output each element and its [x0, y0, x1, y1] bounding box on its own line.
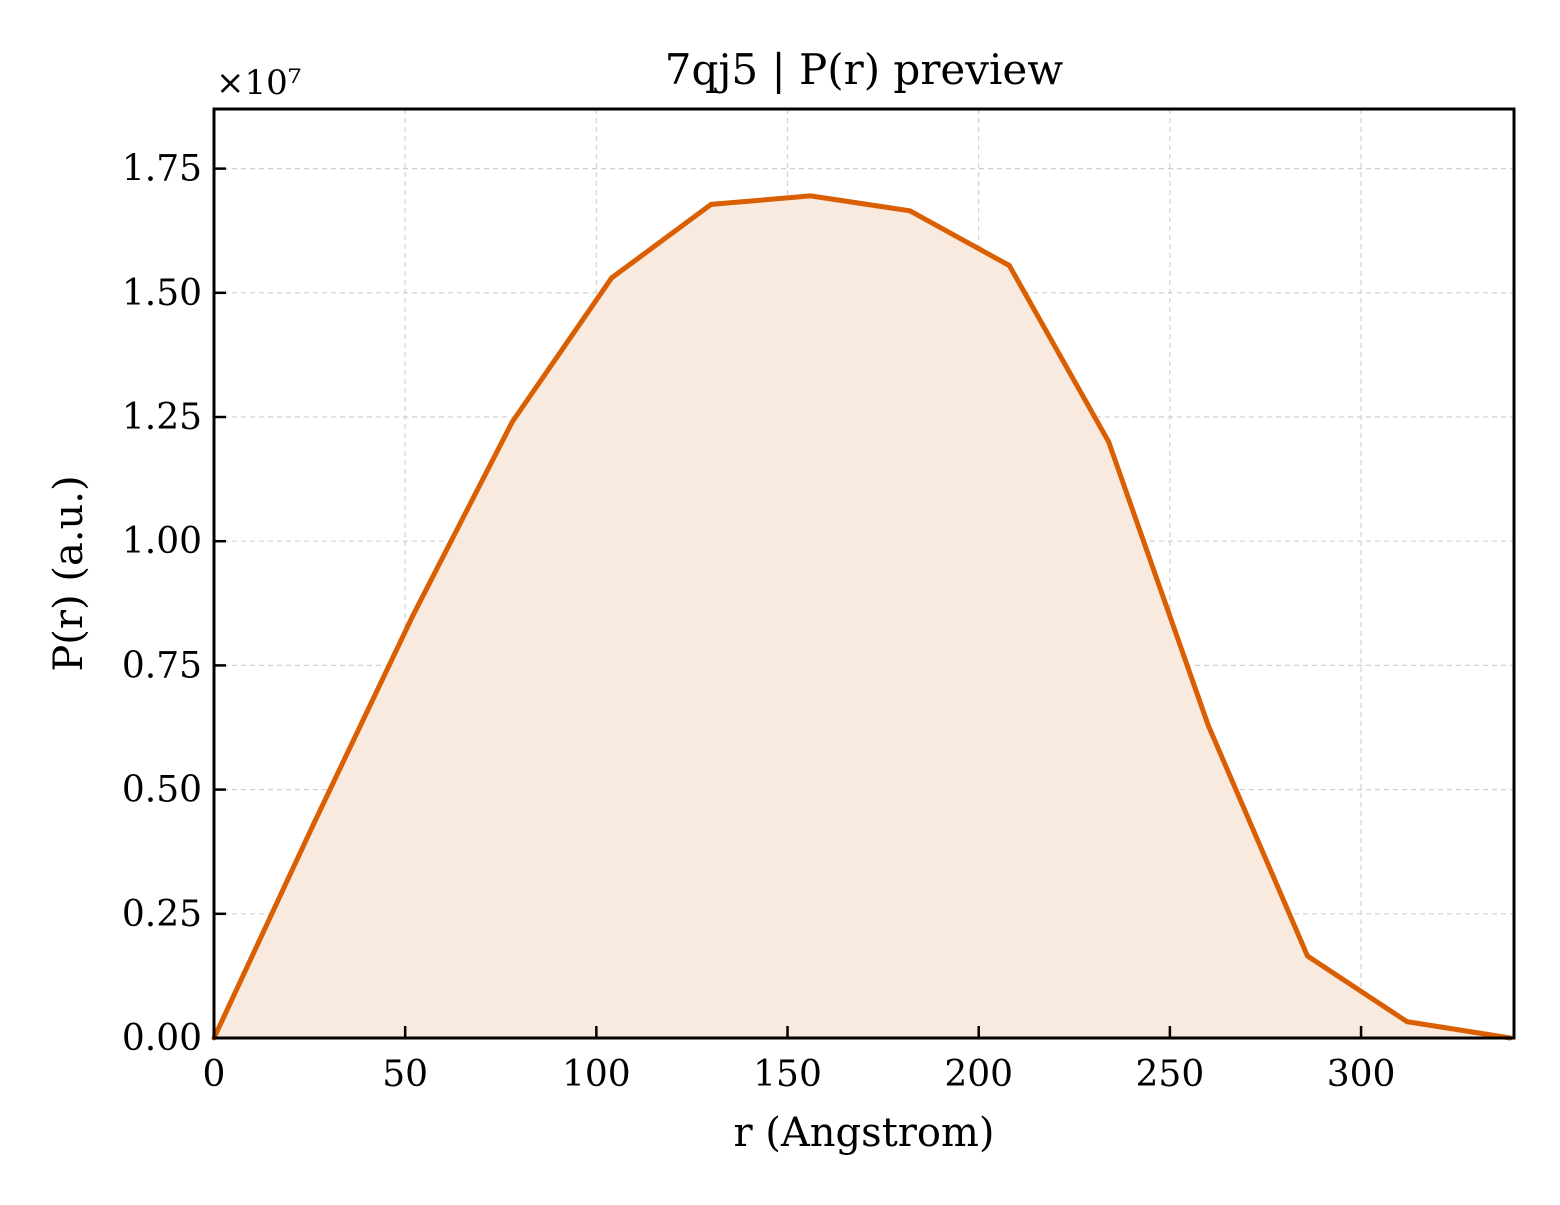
- x-tick-label: 300: [1327, 1054, 1396, 1095]
- y-tick-label: 1.25: [122, 397, 202, 438]
- ticks: 0 50 100 150 200 250 300 0.00 0.25 0.50 0.75 1.00 1.…: [122, 149, 1396, 1095]
- chart-title: 7qj5 | P(r) preview: [665, 45, 1063, 94]
- x-tick-label: 0: [203, 1054, 226, 1095]
- y-tick-label: 0.00: [122, 1018, 202, 1059]
- data-point: [907, 208, 913, 214]
- data-point: [509, 419, 515, 425]
- plot-frame: [212, 107, 1516, 1040]
- data-point: [807, 193, 813, 199]
- data-point: [708, 201, 714, 207]
- x-axis-label: r (Angstrom): [733, 1110, 994, 1156]
- data-point: [310, 821, 316, 827]
- y-tick-label: 0.50: [122, 770, 202, 811]
- y-tick-label: 1.00: [122, 521, 202, 562]
- series-layer: [211, 193, 1513, 1041]
- y-tick-label: 0.25: [122, 894, 202, 935]
- data-point: [1404, 1019, 1410, 1025]
- data-point: [1006, 262, 1012, 268]
- series-line: [211, 193, 1511, 1041]
- data-point: [410, 613, 416, 619]
- y-axis-label: P(r) (a.u.): [46, 475, 92, 671]
- data-point: [1305, 953, 1311, 959]
- data-point: [609, 275, 615, 281]
- data-point: [1205, 722, 1211, 728]
- series-area-fill: [214, 195, 1511, 1038]
- data-point: [1106, 439, 1112, 445]
- x-tick-label: 100: [562, 1054, 631, 1095]
- y-tick-label: 1.50: [122, 273, 202, 314]
- x-tick-label: 250: [1136, 1054, 1205, 1095]
- x-tick-label: 150: [753, 1054, 822, 1095]
- x-tick-label: 50: [382, 1054, 428, 1095]
- y-axis-offset-label: ×10⁷: [216, 63, 301, 103]
- y-tick-label: 0.75: [122, 645, 202, 686]
- y-tick-label: 1.75: [122, 149, 202, 190]
- x-tick-label: 200: [944, 1054, 1013, 1095]
